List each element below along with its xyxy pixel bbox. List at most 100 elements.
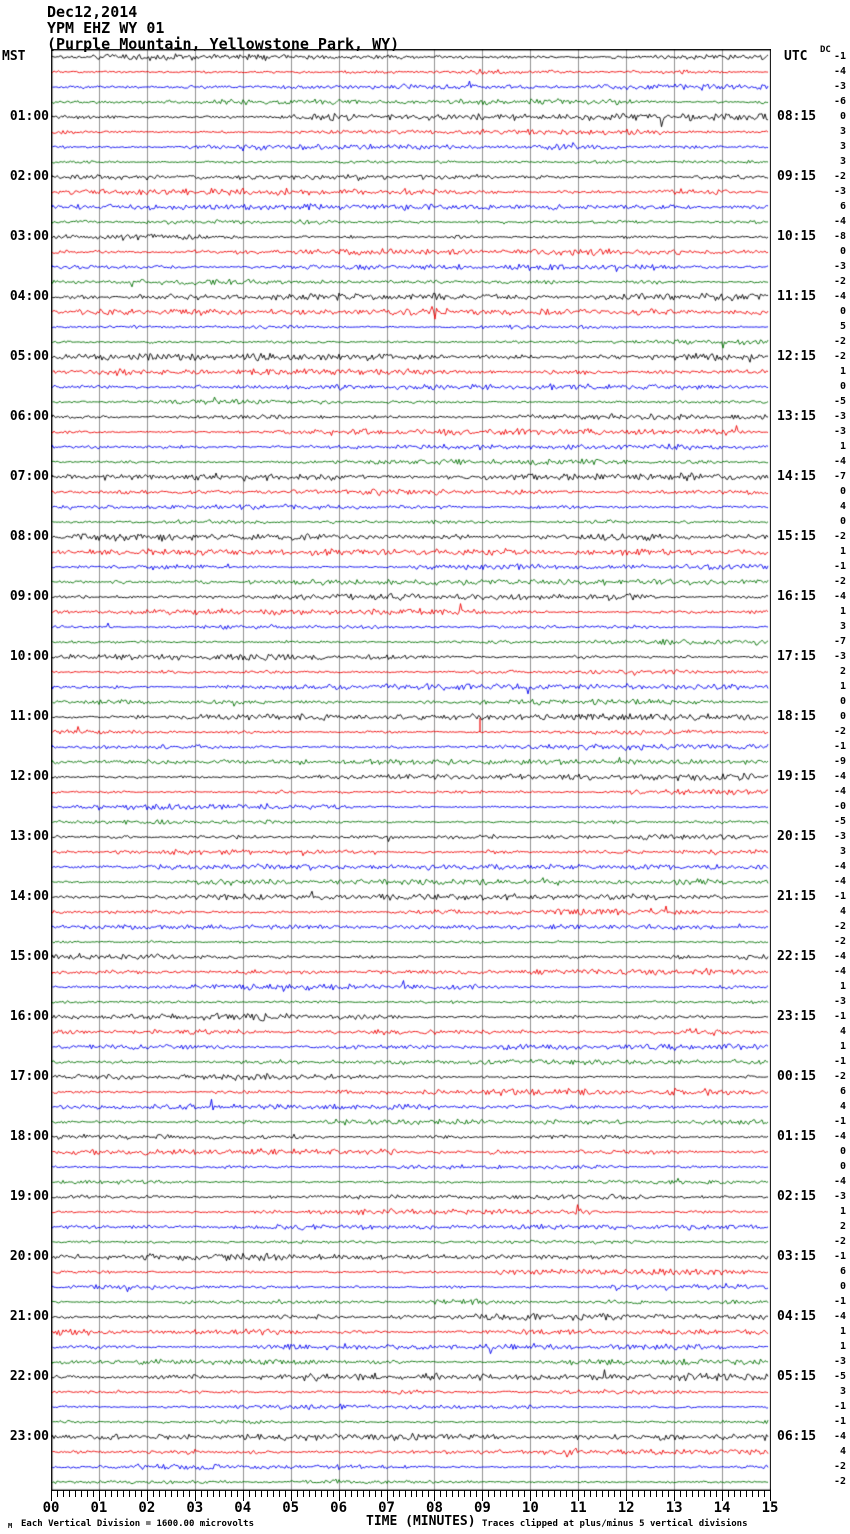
utc-hour-label: 14:15	[777, 469, 817, 484]
left-axis-header-mst: MST	[2, 49, 26, 64]
dc-offset-value: -2	[833, 276, 846, 287]
dc-offset-value: 0	[839, 306, 846, 317]
dc-offset-value: 6	[839, 1266, 846, 1277]
dc-offset-value: 0	[839, 1281, 846, 1292]
dc-offset-value: -4	[833, 951, 846, 962]
mst-hour-label: 17:00	[9, 1069, 49, 1084]
mst-hour-label: 09:00	[9, 589, 49, 604]
dc-offset-value: 0	[839, 1146, 846, 1157]
x-tick-label: 07	[378, 1500, 395, 1516]
dc-offset-value: -4	[833, 786, 846, 797]
dc-offset-value: -4	[833, 216, 846, 227]
mst-hour-label: 10:00	[9, 649, 49, 664]
utc-hour-label: 23:15	[777, 1009, 817, 1024]
dc-offset-value: 4	[839, 906, 846, 917]
dc-offset-value: 1	[839, 1041, 846, 1052]
dc-offset-value: -2	[833, 336, 846, 347]
dc-offset-value: 1	[839, 441, 846, 452]
dc-offset-value: -9	[833, 756, 846, 767]
dc-offset-value: -2	[833, 1236, 846, 1247]
dc-offset-value: 1	[839, 1326, 846, 1337]
dc-offset-value: 1	[839, 1341, 846, 1352]
dc-offset-value: 0	[839, 1161, 846, 1172]
dc-offset-value: -1	[833, 891, 846, 902]
x-tick-label: 15	[761, 1500, 779, 1516]
utc-hour-label: 12:15	[777, 349, 817, 364]
mst-hour-label: 06:00	[9, 409, 49, 424]
utc-hour-label: 21:15	[777, 889, 817, 904]
dc-offset-value: 2	[839, 666, 846, 677]
dc-offset-value: 1	[839, 981, 846, 992]
dc-offset-value: -3	[833, 831, 846, 842]
dc-offset-value: -8	[833, 231, 846, 242]
utc-hour-label: 06:15	[777, 1429, 817, 1444]
dc-offset-value: -1	[833, 1416, 846, 1427]
dc-offset-value: 3	[839, 1386, 846, 1397]
dc-offset-value: -4	[833, 456, 846, 467]
x-tick-label: 00	[42, 1500, 60, 1516]
mst-hour-label: 18:00	[9, 1129, 49, 1144]
dc-offset-value: 1	[839, 546, 846, 557]
dc-offset-value: -2	[833, 1476, 846, 1487]
trace-clipping-note: Traces clipped at plus/minus 5 vertical …	[482, 1519, 748, 1529]
mst-hour-label: 15:00	[9, 949, 49, 964]
utc-hour-label: 22:15	[777, 949, 817, 964]
mst-hour-label: 22:00	[9, 1369, 49, 1384]
dc-offset-value: -1	[833, 1296, 846, 1307]
dc-offset-value: 0	[839, 696, 846, 707]
dc-offset-value: 1	[839, 681, 846, 692]
dc-offset-value: -1	[833, 561, 846, 572]
dc-offset-value: -2	[833, 351, 846, 362]
dc-offset-value: 0	[839, 486, 846, 497]
utc-hour-label: 17:15	[777, 649, 817, 664]
dc-offset-value: -3	[833, 1356, 846, 1367]
dc-offset-value: 0	[839, 381, 846, 392]
utc-hour-label: 02:15	[777, 1189, 817, 1204]
dc-offset-value: 4	[839, 1101, 846, 1112]
x-tick-label: 02	[138, 1500, 156, 1516]
dc-offset-value: -4	[833, 876, 846, 887]
dc-offset-value: 4	[839, 1026, 846, 1037]
utc-hour-label: 08:15	[777, 109, 817, 124]
dc-offset-value: 3	[839, 126, 846, 137]
dc-offset-value: -5	[833, 396, 846, 407]
dc-offset-value: -2	[833, 921, 846, 932]
dc-column-header: DC	[820, 45, 831, 55]
x-axis-ticks	[51, 1490, 771, 1501]
dc-offset-value: -7	[833, 471, 846, 482]
dc-offset-value: -5	[833, 1371, 846, 1382]
seismogram-trace-plot	[51, 49, 771, 1491]
dc-offset-value: -3	[833, 81, 846, 92]
dc-offset-value: 3	[839, 156, 846, 167]
dc-offset-value: -3	[833, 426, 846, 437]
x-tick-label: 03	[186, 1500, 204, 1516]
dc-offset-value: -3	[833, 1191, 846, 1202]
dc-offset-value: 3	[839, 621, 846, 632]
mst-hour-label: 20:00	[9, 1249, 49, 1264]
mst-hour-label: 03:00	[9, 229, 49, 244]
right-axis-header-utc: UTC	[784, 49, 808, 64]
utc-hour-label: 20:15	[777, 829, 817, 844]
dc-offset-value: -4	[833, 1311, 846, 1322]
dc-offset-value: -3	[833, 186, 846, 197]
dc-offset-value: -2	[833, 1461, 846, 1472]
mst-hour-label: 01:00	[9, 109, 49, 124]
x-tick-label: 12	[617, 1500, 635, 1516]
utc-hour-label: 03:15	[777, 1249, 817, 1264]
dc-offset-value: 6	[839, 201, 846, 212]
mst-hour-label: 14:00	[9, 889, 49, 904]
dc-offset-value: -1	[833, 1056, 846, 1067]
dc-offset-value: 0	[839, 246, 846, 257]
dc-offset-value: 1	[839, 606, 846, 617]
dc-offset-value: 0	[839, 711, 846, 722]
dc-offset-value: -4	[833, 591, 846, 602]
dc-offset-value: -4	[833, 1131, 846, 1142]
x-tick-label: 09	[473, 1500, 491, 1516]
dc-offset-value: -1	[833, 1251, 846, 1262]
dc-offset-value: -4	[833, 291, 846, 302]
utc-hour-label: 05:15	[777, 1369, 817, 1384]
utc-hour-label: 16:15	[777, 589, 817, 604]
x-tick-label: 14	[713, 1500, 731, 1516]
header-date: Dec12,2014	[47, 3, 138, 21]
